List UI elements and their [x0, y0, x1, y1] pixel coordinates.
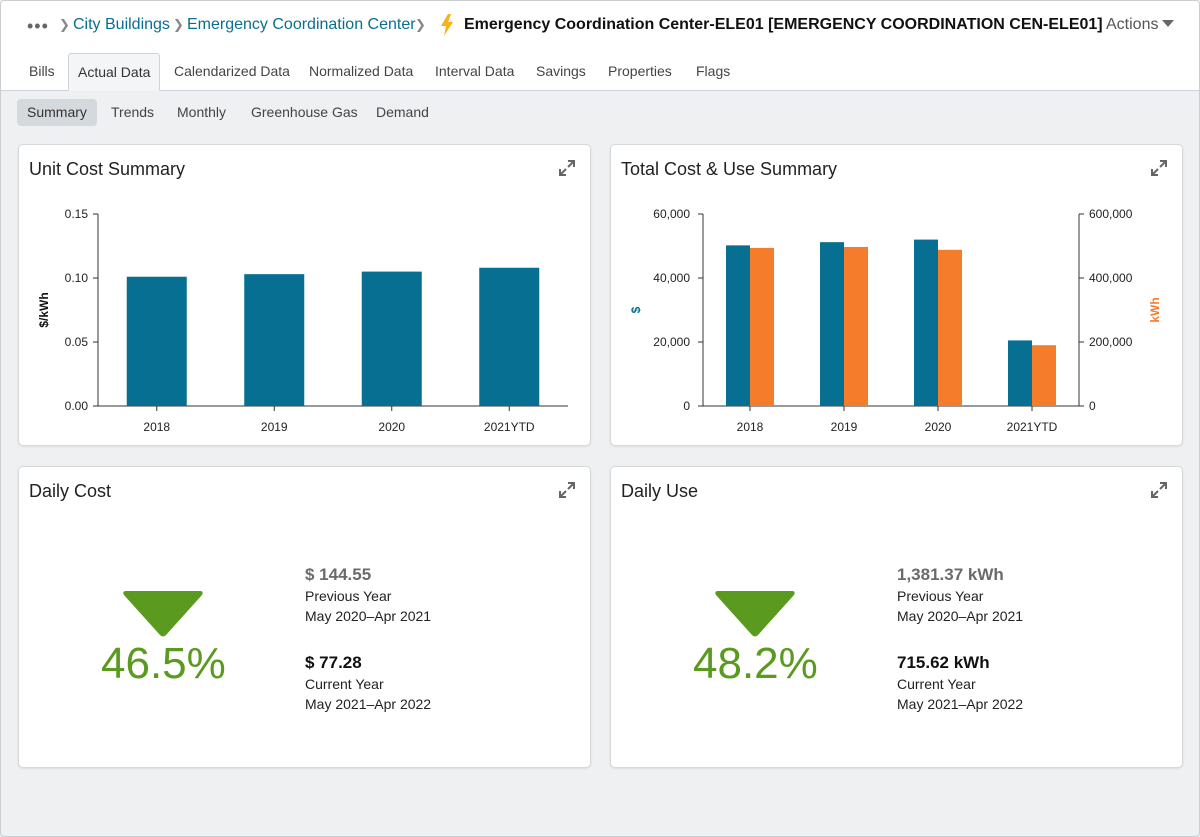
- unit-cost-chart: 0.00 0.05 0.10 0.15 $/kWh 2018 2019 2020 2021YTD: [37, 207, 568, 434]
- bar-cost: [820, 242, 844, 406]
- y-tick-label: 0.05: [65, 335, 89, 349]
- x-tick-label: 2020: [378, 420, 405, 434]
- current-year-range: May 2021–Apr 2022: [897, 696, 1024, 712]
- bar: [126, 276, 187, 406]
- tab-properties[interactable]: Properties: [608, 63, 672, 79]
- bar-use: [844, 246, 868, 406]
- card-title: Total Cost & Use Summary: [621, 159, 838, 179]
- tab-bills[interactable]: Bills: [29, 63, 55, 79]
- previous-year-range: May 2020–Apr 2021: [305, 608, 432, 624]
- tab-flags[interactable]: Flags: [696, 63, 731, 79]
- y-tick-label: 0.15: [65, 207, 89, 221]
- daily-cost-percent-change: 46.5%: [101, 639, 226, 688]
- x-tick-label: 2018: [143, 420, 170, 434]
- x-tick-label: 2020: [925, 420, 952, 434]
- x-tick-label: 2018: [737, 420, 764, 434]
- subtab-monthly[interactable]: Monthly: [177, 104, 227, 120]
- tab-normalized-data[interactable]: Normalized Data: [309, 63, 414, 79]
- x-tick-label: 2021YTD: [1007, 420, 1058, 434]
- y2-tick-label: 400,000: [1089, 271, 1133, 285]
- daily-use-percent-change: 48.2%: [693, 639, 818, 688]
- y-tick-label: 0: [683, 399, 690, 413]
- y-tick-label: 40,000: [653, 271, 690, 285]
- actions-dropdown[interactable]: Actions: [1106, 15, 1175, 35]
- expand-icon[interactable]: [558, 481, 576, 499]
- current-year-label: Current Year: [305, 676, 384, 692]
- lightning-bolt-icon: [441, 14, 453, 36]
- y2-axis-title: kWh: [1148, 297, 1162, 322]
- total-cost-use-summary-card: Total Cost & Use Summary 0 20,000 40,000 60…: [610, 144, 1183, 446]
- y-tick-label: 60,000: [653, 207, 690, 221]
- subtab-greenhouse-gas[interactable]: Greenhouse Gas: [251, 104, 358, 120]
- page-title: Emergency Coordination Center-ELE01 [EME…: [464, 16, 1103, 33]
- bar-use: [938, 249, 962, 406]
- card-title: Daily Cost: [29, 481, 112, 501]
- subtab-summary[interactable]: Summary: [17, 99, 97, 126]
- caret-down-icon: [1162, 20, 1175, 27]
- chevron-right-icon: ❯: [415, 17, 426, 32]
- previous-year-range: May 2020–Apr 2021: [897, 608, 1024, 624]
- main-tabs: Bills Actual Data Calendarized Data Norm…: [1, 51, 1199, 91]
- previous-year-value: $ 144.55: [305, 565, 372, 584]
- current-year-label: Current Year: [897, 676, 976, 692]
- unit-cost-summary-card: Unit Cost Summary 0.00 0.05 0.10 0.15 $/kWh 2…: [18, 144, 591, 446]
- current-year-value: 715.62 kWh: [897, 653, 990, 672]
- x-tick-label: 2019: [831, 420, 858, 434]
- previous-year-label: Previous Year: [305, 588, 392, 604]
- more-dots-icon[interactable]: •••: [27, 16, 49, 36]
- total-cost-use-chart: 0 20,000 40,000 60,000 0 200,000 400,000 600,00…: [629, 207, 1162, 434]
- tab-interval-data[interactable]: Interval Data: [435, 63, 515, 79]
- y-tick-label: 20,000: [653, 335, 690, 349]
- breadcrumb-bar: ••• ❯ City Buildings ❯ Emergency Coordin…: [1, 1, 1199, 51]
- card-title: Daily Use: [621, 481, 699, 501]
- y-axis-title: $: [629, 306, 643, 313]
- tab-actual-data[interactable]: Actual Data: [68, 53, 161, 91]
- tab-savings[interactable]: Savings: [536, 63, 586, 79]
- bar-use: [750, 247, 774, 406]
- y2-tick-label: 0: [1089, 399, 1096, 413]
- breadcrumb-city-buildings[interactable]: City Buildings: [73, 16, 170, 33]
- subtab-trends[interactable]: Trends: [111, 104, 155, 120]
- bar: [244, 274, 305, 406]
- x-tick-label: 2021YTD: [484, 420, 535, 434]
- trend-down-arrow-icon: [715, 591, 795, 637]
- y2-tick-label: 200,000: [1089, 335, 1133, 349]
- y-tick-label: 0.00: [65, 399, 89, 413]
- x-tick-label: 2019: [261, 420, 288, 434]
- y-tick-label: 0.10: [65, 271, 89, 285]
- trend-down-arrow-icon: [123, 591, 203, 637]
- actions-label: Actions: [1106, 16, 1159, 33]
- y2-tick-label: 600,000: [1089, 207, 1133, 221]
- breadcrumb-emergency-coordination-center[interactable]: Emergency Coordination Center: [187, 16, 416, 33]
- bar-cost: [914, 239, 938, 406]
- expand-icon[interactable]: [1150, 159, 1168, 177]
- current-year-range: May 2021–Apr 2022: [305, 696, 432, 712]
- bar: [479, 267, 540, 406]
- expand-icon[interactable]: [1150, 481, 1168, 499]
- bar-cost: [726, 245, 750, 406]
- daily-cost-card: Daily Cost 46.5% $ 144.55 Previous Year …: [18, 466, 591, 768]
- y-axis-title: $/kWh: [37, 292, 51, 327]
- bar: [361, 271, 422, 406]
- chevron-right-icon: ❯: [173, 17, 184, 32]
- bar-use: [1032, 345, 1056, 406]
- tab-calendarized-data[interactable]: Calendarized Data: [174, 63, 290, 79]
- card-title: Unit Cost Summary: [29, 159, 186, 179]
- expand-icon[interactable]: [558, 159, 576, 177]
- current-year-value: $ 77.28: [305, 653, 362, 672]
- previous-year-label: Previous Year: [897, 588, 984, 604]
- bar-cost: [1008, 340, 1032, 406]
- subtab-demand[interactable]: Demand: [376, 104, 429, 120]
- daily-use-card: Daily Use 48.2% 1,381.37 kWh Previous Ye…: [610, 466, 1183, 768]
- chevron-right-icon: ❯: [59, 17, 70, 32]
- previous-year-value: 1,381.37 kWh: [897, 565, 1004, 584]
